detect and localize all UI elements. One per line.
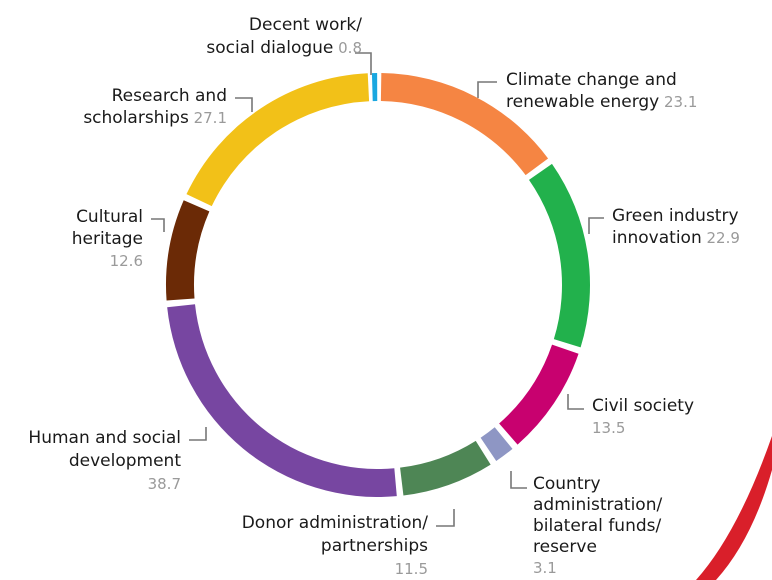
slice-label-line: Human and social — [28, 428, 181, 448]
leader-line-human-and-social-development — [189, 427, 207, 441]
slice-label-line: renewable energy — [506, 92, 659, 112]
slice-civil-society — [499, 344, 579, 445]
slice-label-donor-administration-partnerships: Donor administration/partnerships 11.5 — [242, 513, 429, 578]
slice-label-human-and-social-development: Human and social development 38.7 — [28, 428, 181, 493]
leader-line-cultural-heritage — [151, 218, 165, 232]
slice-value-country-administration-bilateral-funds-reserve: 3.1 — [533, 559, 557, 577]
slice-label-country-administration-bilateral-funds-reserve: Country administration/bilateral funds/re… — [533, 474, 662, 577]
slice-human-and-social-development — [167, 304, 397, 497]
slice-label-line: development — [69, 451, 181, 471]
slice-label-research-and-scholarships: Research and scholarships 27.1 — [83, 86, 227, 128]
leader-line-civil-society — [567, 394, 584, 410]
slice-country-administration-bilateral-funds-reserve — [480, 427, 513, 461]
slice-label-line: bilateral funds/ — [533, 516, 661, 536]
slice-value-donor-administration-partnerships: 11.5 — [395, 560, 428, 578]
slice-research-and-scholarships — [186, 73, 370, 207]
slice-label-line: scholarships — [83, 108, 189, 128]
slice-cultural-heritage — [166, 200, 210, 301]
slice-value-decent-work-social-dialogue: 0.8 — [333, 39, 362, 57]
slice-green-industry-innovation — [528, 163, 590, 348]
slice-climate-change-and-renewable-energy — [380, 73, 549, 176]
slice-label-civil-society: Civil society 13.5 — [592, 396, 694, 437]
slice-label-climate-change-and-renewable-energy: Climate change and renewable energy 23.1 — [506, 70, 697, 112]
corner-swoosh-decoration — [696, 436, 772, 580]
slice-label-line: Climate change and — [506, 70, 677, 90]
slice-label-line: reserve — [533, 537, 597, 557]
slice-value-cultural-heritage: 12.6 — [110, 252, 143, 270]
slice-label-line: Research and — [112, 86, 227, 106]
slice-value-human-and-social-development: 38.7 — [148, 475, 181, 493]
slice-label-line: heritage — [72, 229, 143, 249]
slice-donor-administration-partnerships — [400, 440, 491, 496]
slice-label-line: Green industry — [612, 206, 739, 226]
slice-value-research-and-scholarships: 27.1 — [189, 109, 227, 127]
slice-value-civil-society: 13.5 — [592, 419, 625, 437]
leader-line-research-and-scholarships — [235, 97, 253, 112]
slice-value-green-industry-innovation: 22.9 — [702, 229, 740, 247]
slice-label-line: Country — [533, 474, 601, 494]
leader-line-donor-administration-partnerships — [436, 509, 455, 527]
slice-decent-work-social-dialogue — [371, 73, 378, 102]
slice-label-line: Civil society — [592, 396, 694, 416]
slice-label-line: innovation — [612, 228, 702, 248]
slice-label-cultural-heritage: Cultural heritage 12.6 — [72, 207, 143, 270]
slice-label-decent-work-social-dialogue: Decent work/social dialogue 0.8 — [206, 15, 362, 58]
slice-label-line: Donor administration/ — [242, 513, 429, 533]
slice-label-line: Cultural — [76, 207, 143, 227]
leader-line-country-administration-bilateral-funds-reserve — [510, 471, 527, 489]
leader-line-green-industry-innovation — [588, 217, 604, 234]
slice-label-green-industry-innovation: Green industry innovation 22.9 — [612, 206, 740, 248]
slice-label-line: Decent work/ — [249, 15, 362, 35]
slice-label-line: social dialogue — [206, 38, 333, 58]
slice-value-climate-change-and-renewable-energy: 23.1 — [659, 93, 697, 111]
slice-label-line: partnerships — [321, 536, 428, 556]
leader-line-decent-work-social-dialogue — [355, 52, 372, 75]
slice-label-line: administration/ — [533, 495, 662, 515]
leader-line-climate-change-and-renewable-energy — [477, 81, 497, 98]
